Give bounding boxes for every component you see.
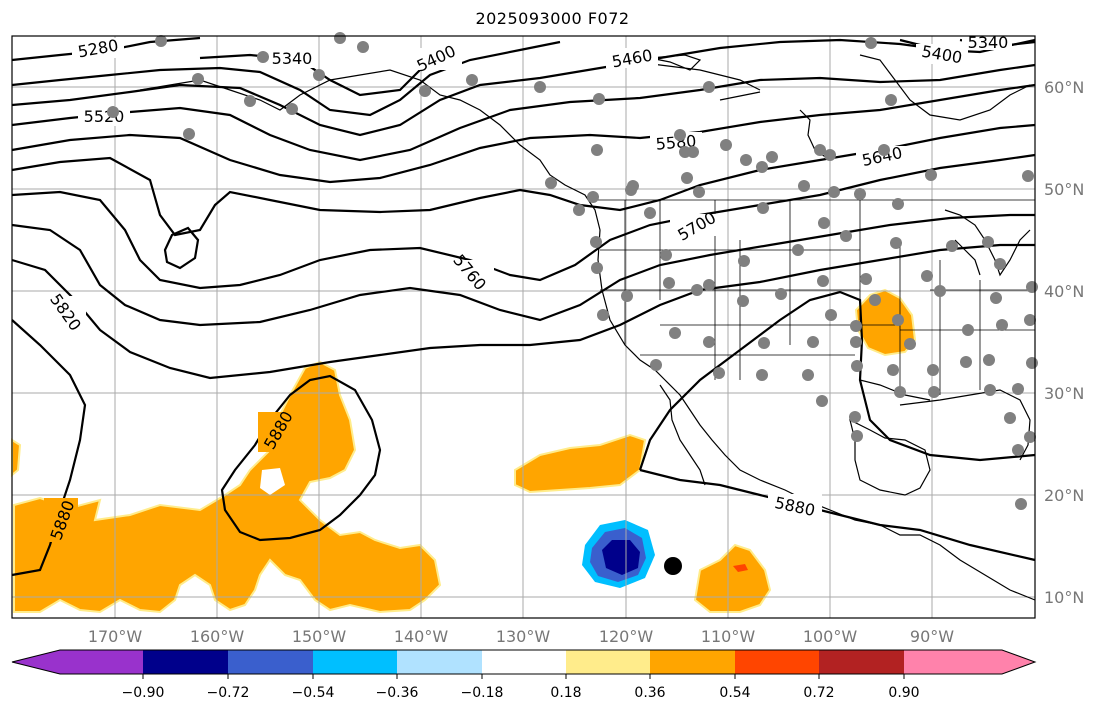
lat-label: 40°N [1044,282,1084,301]
contour-5580 [11,83,1036,184]
lat-label: 20°N [1044,486,1084,505]
shade-central-pacific [11,438,22,478]
colorbar-extend-high [1002,650,1035,674]
colorbar-cell [482,650,566,674]
lon-label: 130°W [496,627,551,646]
contour-labels: 5280 5340 5400 5460 5400 5340 5520 5580 … [42,33,1012,543]
lat-label: 50°N [1044,180,1084,199]
lat-label: 10°N [1044,588,1084,607]
contour-5520 [11,63,1036,162]
shade-mexico-coast [693,543,772,613]
contour-5640 [11,123,1036,237]
colorbar-cell [313,650,397,674]
lat-label: 60°N [1044,78,1084,97]
colorbar-tick-label: 0.36 [634,685,665,701]
map-frame [11,35,1036,619]
colorbar-tick-label: −0.36 [376,685,419,701]
lon-label: 160°W [190,627,245,646]
colorbar-cell [650,650,735,674]
colorbar-tick-label: 0.90 [888,685,919,701]
contour-5460 [11,38,961,137]
colorbar-extend-low [12,650,60,674]
colorbar-cell [735,650,819,674]
contour-5820 [11,243,1035,380]
station-markers [107,32,1038,510]
colorbar-tick-label: −0.18 [461,685,504,701]
colorbar-cell [228,650,313,674]
lon-label: 140°W [394,627,449,646]
colorbar-cell [566,650,650,674]
longitude-labels: 170°W 160°W 150°W 140°W 130°W 120°W 110°… [88,627,954,646]
lat-label: 30°N [1044,384,1084,403]
colorbar-cell [904,650,1002,674]
colorbar-tick-label: 0.18 [550,685,581,701]
shade-peak [733,564,748,572]
contour-5880-hawaii [220,374,382,542]
gridlines [12,36,1035,618]
colorbar-cells [12,650,1035,674]
storm-center-marker [664,557,682,575]
colorbar-tick-label: −0.72 [207,685,250,701]
contour-5640-ring [163,226,200,270]
colorbar-outline [11,649,1037,675]
latitude-labels: 60°N 50°N 40°N 30°N 20°N 10°N [1044,78,1084,607]
shade-tropical-pacific-west [13,360,442,614]
map-title: 2025093000 F072 [475,9,630,28]
lon-label: 170°W [88,627,143,646]
colorbar-tick-label: 0.72 [803,685,834,701]
colorbar-cell [819,650,904,674]
contour-5760 [11,213,1035,327]
lon-label: 100°W [803,627,858,646]
lon-label: 90°W [910,627,954,646]
colorbar-tick-label: 0.54 [719,685,750,701]
shaded-regions [11,288,917,614]
contour-5400-west [11,40,561,117]
lon-label: 110°W [701,627,756,646]
shade-negative-core [602,540,640,575]
contour-5880-east [638,290,1036,471]
height-contours [11,36,1036,577]
lon-label: 120°W [599,627,654,646]
colorbar-cell [397,650,482,674]
contour-5880-west [11,319,87,577]
colorbar-ticks [142,674,905,679]
contour-label: 5340 [272,49,313,68]
shade-hole-1 [260,468,285,495]
colorbar-cell [143,650,228,674]
colorbar: −0.90 −0.72 −0.54 −0.36 −0.18 0.18 0.36 … [11,649,1037,701]
contour-label: 5340 [968,33,1009,52]
colorbar-tick-label: −0.90 [122,685,165,701]
colorbar-tick-label: −0.54 [292,685,335,701]
colorbar-cell [60,650,143,674]
lon-label: 150°W [292,627,347,646]
